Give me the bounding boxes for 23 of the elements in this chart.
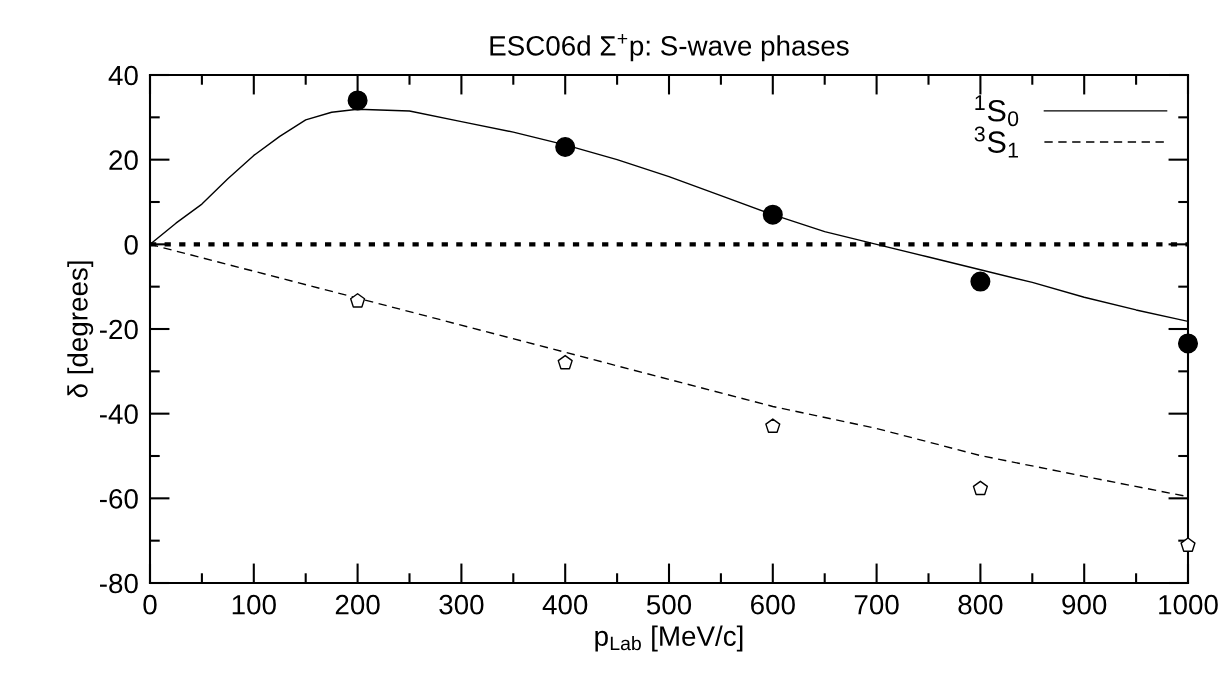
y-tick-label: -40	[99, 404, 138, 425]
x-tick-label: 500	[646, 594, 692, 615]
x-tick-label: 300	[439, 594, 484, 615]
x-tick-label: 200	[335, 594, 380, 615]
legend-label: $^{1}$S$_{0}$	[975, 95, 1019, 127]
chart-title: ESC06d Σ$^{+}$p: S-wave phases	[490, 33, 849, 62]
y-tick-label: 20	[109, 150, 138, 171]
x-tick-label: 800	[958, 594, 1003, 615]
y-tick-label: 40	[108, 65, 138, 86]
legend-label: $^{3}$S$_{1}$	[974, 126, 1018, 158]
x-axis-title: p$_{Lab}$ [MeV/c]	[595, 625, 743, 652]
y-tick-label: 0	[124, 235, 138, 255]
y-axis-title: δ [degrees]	[67, 261, 94, 398]
y-tick-label: -60	[99, 489, 138, 509]
x-tick-label: 700	[854, 594, 899, 615]
x-tick-label: 900	[1062, 594, 1107, 615]
x-tick-label: 400	[542, 594, 588, 615]
y-tick-label: -80	[99, 573, 138, 594]
x-tick-label: 600	[751, 594, 795, 615]
x-tick-label: 100	[232, 594, 276, 615]
x-tick-label: 1000	[1159, 594, 1218, 615]
y-tick-label: -20	[99, 319, 138, 340]
x-tick-label: 0	[143, 594, 157, 615]
